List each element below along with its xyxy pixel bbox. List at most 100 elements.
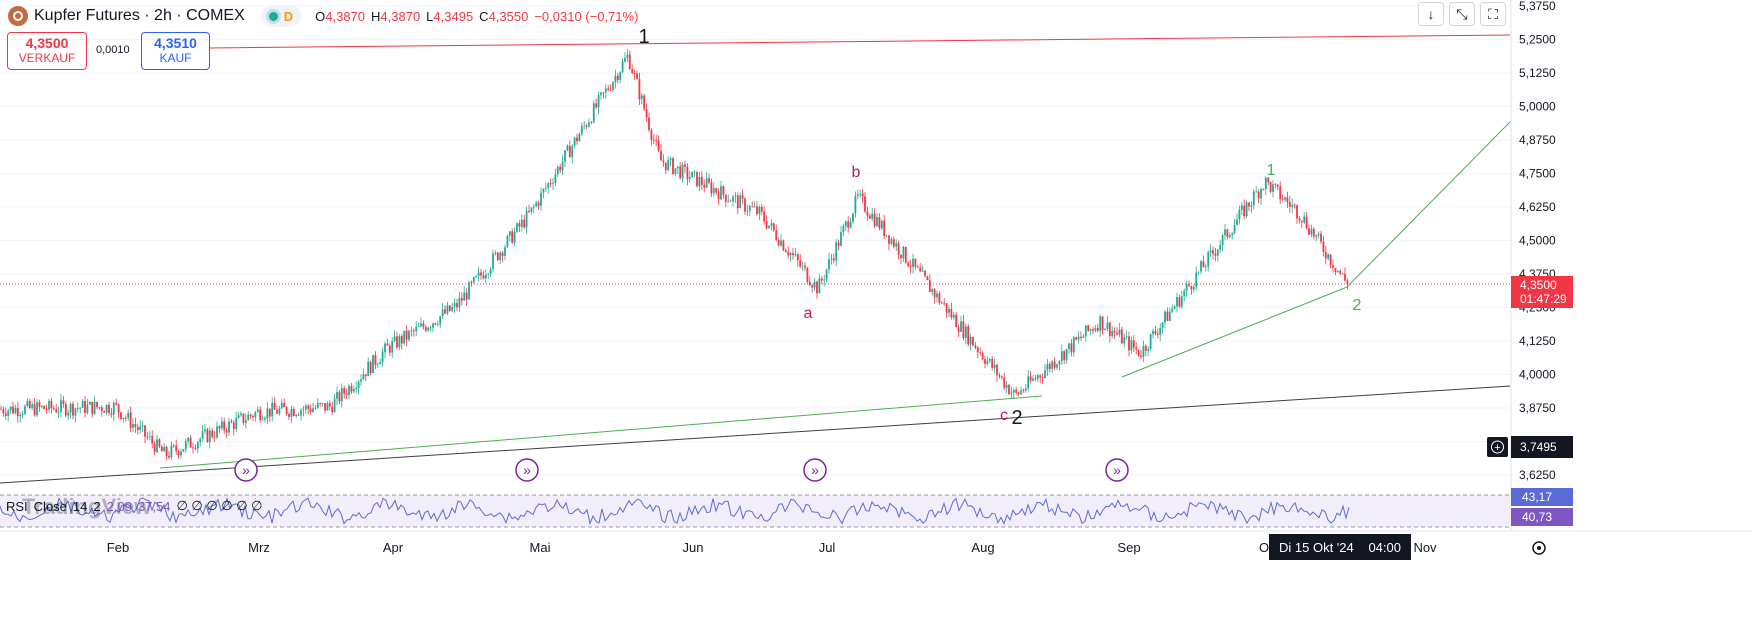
grid-lines xyxy=(0,5,1510,476)
wave-label-c: c xyxy=(1000,407,1008,424)
candle-body xyxy=(266,408,269,419)
candle-body xyxy=(1051,361,1054,369)
price-axis-tick: 5,2500 xyxy=(1519,33,1556,47)
candle-body xyxy=(357,381,360,389)
candle-body xyxy=(667,160,670,171)
candle-body xyxy=(1159,327,1162,335)
rsi-lower-value: 40,73 xyxy=(1522,510,1552,524)
symbol-title[interactable]: Kupfer Futures · 2h · COMEX xyxy=(34,7,245,24)
candle-body xyxy=(1108,322,1111,337)
candle-body xyxy=(225,430,228,433)
candle-body xyxy=(1125,336,1128,338)
candle-body xyxy=(1008,384,1010,395)
candle-body xyxy=(141,425,144,427)
plus-glyph: + xyxy=(1494,442,1500,454)
rsi-na-values: ∅ ∅ ∅ ∅ ∅ ∅ xyxy=(176,498,263,513)
status-pill[interactable]: D xyxy=(260,5,302,27)
candle-body xyxy=(55,408,58,413)
candle-body xyxy=(1320,233,1322,242)
candle-body xyxy=(482,275,485,279)
candle-body xyxy=(1195,272,1198,287)
candle-body xyxy=(1161,322,1164,328)
gear-hub xyxy=(1537,546,1541,550)
candle-body xyxy=(528,211,530,213)
candle-body xyxy=(21,413,24,415)
candle-body xyxy=(775,230,778,240)
candle-body xyxy=(940,302,943,304)
candle-body xyxy=(434,323,437,325)
candle-body xyxy=(76,408,79,410)
buy-price: 4,3510 xyxy=(154,35,197,51)
candle-body xyxy=(669,158,672,161)
candle-body xyxy=(124,417,127,419)
candle-body xyxy=(883,220,886,237)
candle-body xyxy=(523,219,526,228)
candle-body xyxy=(566,145,569,151)
candle-body xyxy=(319,403,322,404)
candle-body xyxy=(499,252,502,261)
candle-body xyxy=(739,195,742,209)
candle-body xyxy=(1252,191,1255,206)
rsi-legend[interactable]: RSI Close 14 2 2,09 37,54 ∅ ∅ ∅ ∅ ∅ ∅ xyxy=(6,498,263,514)
candle-body xyxy=(304,405,307,410)
sell-button[interactable]: 4,3500 VERKAUF xyxy=(7,32,87,70)
candle-body xyxy=(1245,202,1248,217)
candle-body xyxy=(969,336,972,345)
candle-body xyxy=(1080,336,1082,338)
candle-body xyxy=(1044,370,1046,378)
candle-body xyxy=(177,451,180,456)
candle-body xyxy=(727,200,730,202)
candle-body xyxy=(223,421,226,431)
candle-body xyxy=(650,129,653,140)
arrow-down-icon: ↓ xyxy=(1427,6,1435,22)
candle-body xyxy=(271,403,274,417)
candle-body xyxy=(372,354,374,374)
candle-body xyxy=(974,345,977,348)
time-axis-label: Jul xyxy=(819,540,836,555)
candle-body xyxy=(1212,250,1214,254)
candle-body xyxy=(600,92,602,96)
fullscreen-button[interactable]: ⛶ xyxy=(1480,2,1506,26)
candle-body xyxy=(343,388,346,394)
event-marker-circle xyxy=(234,458,258,482)
candle-body xyxy=(756,206,758,214)
candle-body xyxy=(1058,361,1061,365)
candle-body xyxy=(156,439,158,453)
candle-body xyxy=(816,281,818,294)
crosshair-time: 04:00 xyxy=(1368,539,1401,555)
candle-body xyxy=(835,242,838,261)
candle-body xyxy=(1284,197,1286,200)
candle-body xyxy=(340,388,343,402)
candle-body xyxy=(1104,328,1106,331)
candle-body xyxy=(866,211,869,216)
candle-body xyxy=(268,408,271,417)
candle-body xyxy=(184,441,187,450)
candle-body xyxy=(496,252,499,261)
candle-body xyxy=(148,436,151,438)
price-axis-tick: 5,1250 xyxy=(1519,66,1556,80)
candle-body xyxy=(933,289,936,298)
candle-body xyxy=(1116,332,1118,335)
candle-body xyxy=(1192,286,1195,290)
buy-button[interactable]: 4,3510 KAUF xyxy=(141,32,210,70)
candle-body xyxy=(201,431,204,439)
candle-body xyxy=(784,250,787,253)
candle-body xyxy=(1130,340,1133,351)
candle-body xyxy=(1137,349,1140,356)
candle-body xyxy=(362,374,365,380)
candle-body xyxy=(1113,331,1116,333)
collapse-button[interactable]: ⤡ xyxy=(1449,2,1475,26)
candle-body xyxy=(408,330,410,340)
candle-body xyxy=(588,122,590,127)
candle-body xyxy=(1046,364,1049,371)
scroll-to-latest-button[interactable]: ↓ xyxy=(1418,2,1444,26)
candle-body xyxy=(885,235,888,237)
plus-button-bg xyxy=(1487,437,1508,457)
candle-body xyxy=(48,400,50,410)
rsi-label: RSI xyxy=(6,498,28,514)
candle-body xyxy=(847,221,850,228)
candle-body xyxy=(312,408,314,413)
candle-body xyxy=(729,200,732,202)
